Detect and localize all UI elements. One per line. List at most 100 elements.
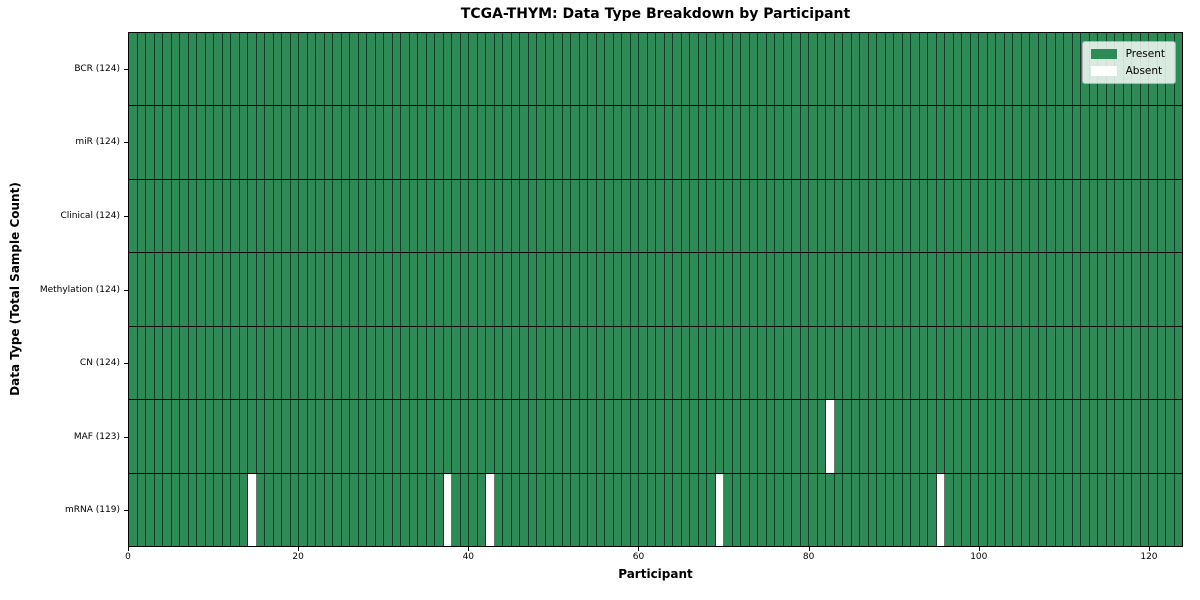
cell-present	[1166, 326, 1175, 400]
cell-present	[707, 106, 716, 179]
cell-present	[231, 179, 240, 253]
cell-present	[579, 326, 588, 400]
cell-present	[945, 33, 954, 106]
cell-present	[1047, 33, 1056, 106]
cell-present	[528, 400, 537, 473]
cell-present	[316, 400, 325, 473]
cell-present	[511, 473, 520, 546]
cell-present	[724, 106, 733, 179]
cell-present	[1140, 179, 1149, 253]
cell-present	[996, 253, 1005, 326]
cell-present	[783, 400, 792, 473]
cell-present	[732, 33, 741, 106]
cell-present	[214, 253, 223, 326]
cell-present	[579, 106, 588, 179]
cell-present	[1055, 326, 1064, 400]
cell-present	[443, 326, 452, 400]
cell-present	[205, 326, 214, 400]
cell-present	[333, 326, 342, 400]
cell-present	[979, 253, 988, 326]
cell-present	[987, 33, 996, 106]
cell-present	[834, 33, 843, 106]
cell-present	[426, 106, 435, 179]
x-tick-label: 80	[802, 552, 815, 562]
cell-present	[1106, 473, 1115, 546]
cell-present	[1038, 400, 1047, 473]
cell-present	[919, 253, 928, 326]
cell-present	[392, 33, 401, 106]
cell-present	[826, 326, 835, 400]
cell-present	[707, 179, 716, 253]
cell-present	[953, 473, 962, 546]
cell-present	[902, 473, 911, 546]
cell-present	[146, 253, 155, 326]
cell-present	[520, 106, 529, 179]
cell-present	[783, 326, 792, 400]
cell-present	[647, 179, 656, 253]
cell-present	[1004, 400, 1013, 473]
cell-absent	[826, 400, 835, 473]
cell-present	[129, 473, 138, 546]
cell-present	[877, 326, 886, 400]
cell-present	[1174, 253, 1182, 326]
cell-present	[800, 473, 809, 546]
cell-present	[1157, 400, 1166, 473]
cell-present	[826, 253, 835, 326]
cell-present	[894, 326, 903, 400]
cell-present	[656, 473, 665, 546]
cell-present	[299, 33, 308, 106]
cell-present	[239, 33, 248, 106]
cell-present	[545, 253, 554, 326]
cell-present	[214, 33, 223, 106]
cell-present	[783, 473, 792, 546]
cell-present	[358, 253, 367, 326]
cell-present	[392, 179, 401, 253]
cell-present	[749, 400, 758, 473]
cell-present	[316, 106, 325, 179]
cell-present	[197, 253, 206, 326]
cell-present	[724, 33, 733, 106]
cell-present	[426, 326, 435, 400]
cell-present	[953, 400, 962, 473]
x-tick-mark	[298, 547, 300, 551]
cell-present	[282, 400, 291, 473]
cell-present	[860, 473, 869, 546]
y-tick-label: BCR (124)	[74, 63, 120, 74]
cell-present	[749, 473, 758, 546]
cell-present	[1021, 326, 1030, 400]
cell-present	[817, 326, 826, 400]
cell-present	[180, 326, 189, 400]
cell-present	[758, 326, 767, 400]
cell-present	[545, 179, 554, 253]
cell-present	[1089, 473, 1098, 546]
cell-present	[673, 179, 682, 253]
cell-present	[409, 253, 418, 326]
cell-present	[375, 106, 384, 179]
cell-present	[409, 33, 418, 106]
cell-present	[664, 326, 673, 400]
cell-present	[265, 253, 274, 326]
cell-present	[545, 473, 554, 546]
cell-present	[460, 179, 469, 253]
cell-present	[1132, 253, 1141, 326]
cell-present	[307, 326, 316, 400]
cell-present	[681, 106, 690, 179]
cell-present	[528, 253, 537, 326]
cell-present	[239, 326, 248, 400]
cell-present	[919, 326, 928, 400]
cell-present	[137, 253, 146, 326]
cell-present	[205, 106, 214, 179]
cell-present	[375, 473, 384, 546]
y-tick-label: mRNA (119)	[65, 505, 120, 516]
cell-present	[146, 33, 155, 106]
cell-present	[1038, 253, 1047, 326]
cell-present	[673, 253, 682, 326]
cell-present	[622, 400, 631, 473]
cell-present	[375, 253, 384, 326]
cell-present	[248, 326, 257, 400]
cell-present	[809, 179, 818, 253]
cell-present	[384, 253, 393, 326]
cell-present	[894, 253, 903, 326]
cell-present	[307, 473, 316, 546]
cell-present	[494, 326, 503, 400]
